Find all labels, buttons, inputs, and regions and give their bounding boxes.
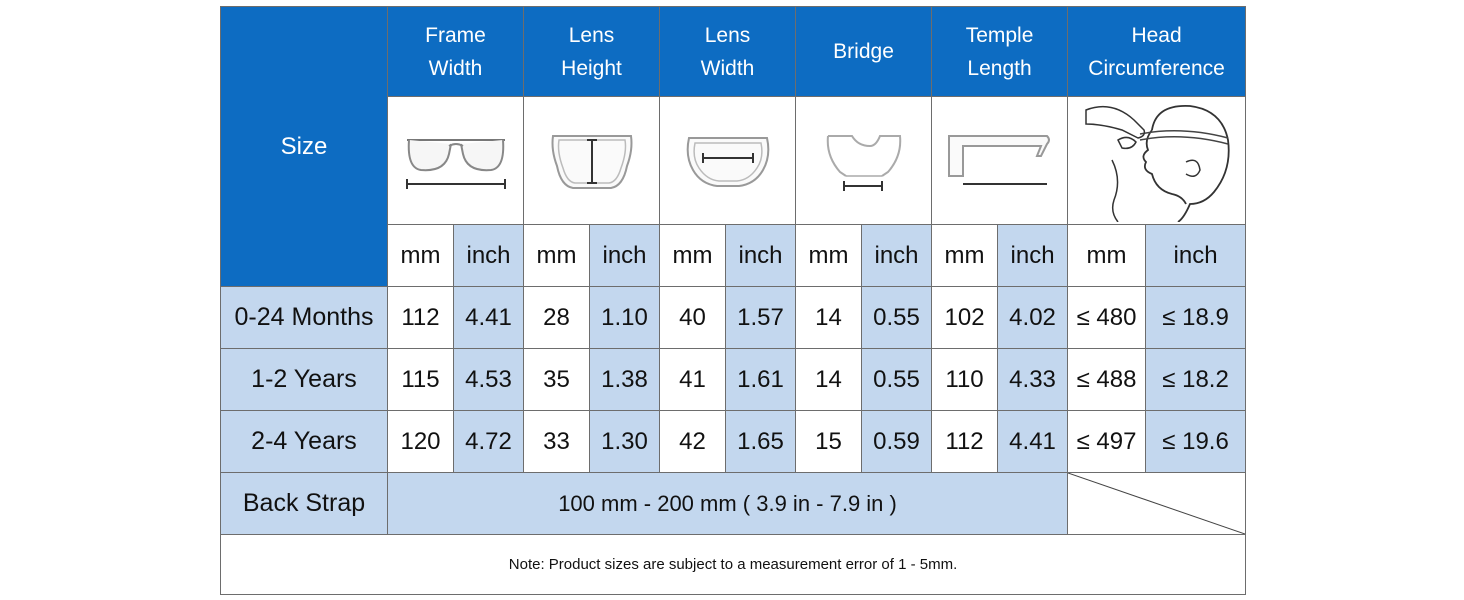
- temple-length-icon: [931, 96, 1069, 225]
- table-cell: 120: [387, 410, 454, 473]
- table-cell: 102: [931, 286, 999, 349]
- lens-width-icon: [659, 96, 797, 225]
- unit-mm: mm: [387, 224, 454, 287]
- unit-inch: inch: [1145, 224, 1247, 287]
- table-cell: 28: [523, 286, 590, 349]
- table-cell: 112: [931, 410, 999, 473]
- back-strap-label: Back Strap: [220, 472, 388, 535]
- table-cell: 41: [659, 348, 727, 411]
- bridge-header: Bridge: [795, 6, 933, 97]
- unit-inch: inch: [861, 224, 933, 287]
- table-cell: 1.10: [588, 286, 661, 349]
- frame-width-icon: [387, 96, 524, 225]
- frame-width-header: Frame Width: [387, 6, 524, 97]
- table-cell: 42: [659, 410, 727, 473]
- table-cell: 33: [523, 410, 590, 473]
- table-cell: ≤ 497: [1067, 410, 1147, 473]
- lens-width-header: Lens Width: [659, 6, 797, 97]
- table-cell: 4.02: [997, 286, 1069, 349]
- table-cell: 1.38: [588, 348, 661, 411]
- table-cell: 1.65: [725, 410, 797, 473]
- table-cell: 0.55: [861, 348, 933, 411]
- lens-height-icon: [522, 96, 661, 225]
- table-cell: ≤ 19.6: [1145, 410, 1247, 473]
- temple-length-header: Temple Length: [931, 6, 1069, 97]
- note-row: Note: Product sizes are subject to a mea…: [219, 534, 1247, 595]
- row-label: 1-2 Years: [220, 348, 388, 411]
- table-cell: 1.61: [725, 348, 797, 411]
- table-cell: 4.33: [997, 348, 1069, 411]
- icon-row: [221, 96, 1247, 225]
- back-strap-value: 100 mm - 200 mm ( 3.9 in - 7.9 in ): [386, 472, 1069, 535]
- table-cell: 40: [659, 286, 727, 349]
- table-cell: 4.41: [453, 286, 524, 349]
- table-cell: ≤ 18.2: [1145, 348, 1247, 411]
- table-cell: 112: [387, 286, 454, 349]
- table-cell: 4.41: [997, 410, 1069, 473]
- table-cell: 0.59: [861, 410, 933, 473]
- table-row: 0-24 Months 112 4.41 28 1.10 40 1.57 14 …: [220, 286, 1247, 349]
- unit-mm: mm: [523, 224, 590, 287]
- unit-inch: inch: [997, 224, 1069, 287]
- unit-mm: mm: [795, 224, 863, 287]
- unit-inch: inch: [453, 224, 524, 287]
- size-chart: Size Frame Width Lens Height Lens Width Bri…: [219, 6, 1247, 596]
- table-cell: ≤ 480: [1067, 286, 1147, 349]
- size-table: Size Frame Width Lens Height Lens Width Bri…: [219, 6, 1247, 595]
- header-row: Size Frame Width Lens Height Lens Width Bri…: [220, 6, 1247, 287]
- unit-mm: mm: [1067, 224, 1147, 287]
- unit-mm: mm: [659, 224, 727, 287]
- table-cell: 4.53: [453, 348, 524, 411]
- size-header: Size: [220, 6, 388, 287]
- unit-mm: mm: [931, 224, 999, 287]
- table-cell: 115: [387, 348, 454, 411]
- back-strap-row: Back Strap 100 mm - 200 mm ( 3.9 in - 7.…: [220, 472, 1247, 535]
- bridge-icon: [795, 96, 933, 225]
- head-circumference-header: Head Circumference: [1067, 6, 1247, 97]
- table-row: 2-4 Years 120 4.72 33 1.30 42 1.65 15 0.…: [220, 410, 1247, 473]
- head-circumference-icon: [1067, 96, 1247, 225]
- row-label: 2-4 Years: [220, 410, 388, 473]
- table-cell: 14: [795, 286, 863, 349]
- measurement-note: Note: Product sizes are subject to a mea…: [219, 534, 1247, 595]
- empty-diagonal-cell: [1067, 472, 1247, 535]
- table-cell: 1.30: [588, 410, 661, 473]
- table-cell: 14: [795, 348, 863, 411]
- table-cell: 15: [795, 410, 863, 473]
- table-cell: ≤ 18.9: [1145, 286, 1247, 349]
- table-cell: 0.55: [861, 286, 933, 349]
- table-row: 1-2 Years 115 4.53 35 1.38 41 1.61 14 0.…: [220, 348, 1247, 411]
- table-cell: 1.57: [725, 286, 797, 349]
- lens-height-header: Lens Height: [522, 6, 661, 97]
- table-cell: 35: [523, 348, 590, 411]
- unit-inch: inch: [725, 224, 797, 287]
- unit-inch: inch: [588, 224, 661, 287]
- table-cell: ≤ 488: [1067, 348, 1147, 411]
- row-label: 0-24 Months: [220, 286, 388, 349]
- table-cell: 4.72: [453, 410, 524, 473]
- table-cell: 110: [931, 348, 999, 411]
